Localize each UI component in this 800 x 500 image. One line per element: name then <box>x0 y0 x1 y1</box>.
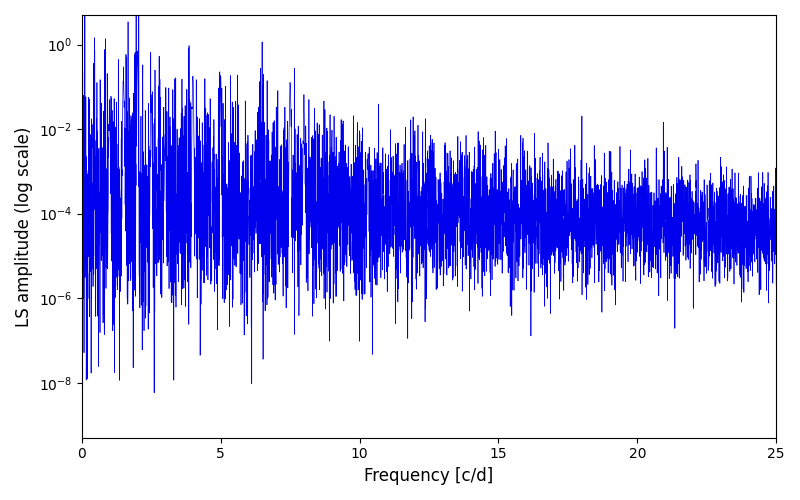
Y-axis label: LS amplitude (log scale): LS amplitude (log scale) <box>15 126 33 326</box>
X-axis label: Frequency [c/d]: Frequency [c/d] <box>364 467 494 485</box>
